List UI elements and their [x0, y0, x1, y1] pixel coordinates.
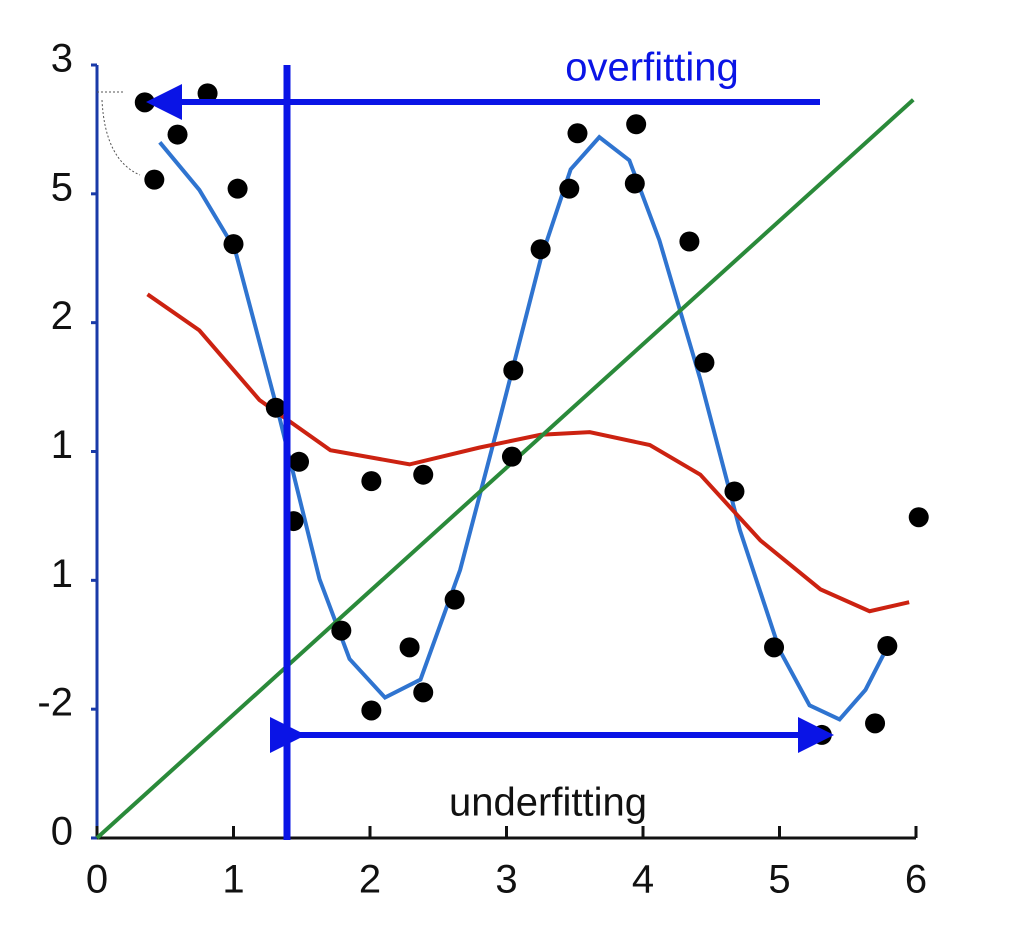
x-tick-label: 5 — [768, 858, 790, 902]
data-point — [501, 446, 522, 467]
data-point — [413, 682, 434, 703]
y-tick-label: 5 — [51, 165, 73, 209]
data-point — [331, 620, 352, 641]
data-point — [361, 471, 382, 492]
data-point — [679, 231, 700, 252]
data-point — [399, 637, 420, 658]
fit-curve — [146, 292, 910, 614]
data-point — [694, 352, 715, 373]
x-tick-label: 3 — [495, 858, 517, 902]
annotation: overfitting — [565, 46, 738, 90]
y-tick-label: 2 — [51, 294, 73, 338]
x-tick-label: 2 — [359, 858, 381, 902]
x-tick-label: 4 — [632, 858, 654, 902]
x-tick-label: 0 — [86, 858, 108, 902]
data-point — [444, 589, 465, 610]
fit-curve — [95, 98, 915, 840]
data-point — [361, 700, 382, 721]
data-point — [530, 239, 551, 260]
y-tick-label: 0 — [51, 810, 73, 854]
sketch-marks — [97, 91, 141, 176]
data-point — [223, 234, 244, 255]
y-tick-label: 1 — [51, 552, 73, 596]
data-point — [197, 83, 218, 104]
data-point — [503, 360, 524, 381]
data-point — [865, 713, 886, 734]
data-point — [626, 114, 647, 135]
data-point — [624, 173, 645, 194]
annotation: underfitting — [449, 781, 647, 825]
x-tick-label: 1 — [222, 858, 244, 902]
data-point — [265, 397, 286, 418]
data-point — [764, 637, 785, 658]
fit-curve — [158, 134, 886, 722]
data-point — [877, 636, 898, 657]
y-tick-label: -2 — [37, 681, 73, 725]
data-point — [413, 464, 434, 485]
data-point — [908, 507, 929, 528]
data-point — [134, 92, 155, 113]
data-point — [167, 124, 188, 145]
data-point — [144, 169, 165, 190]
data-point — [227, 178, 248, 199]
y-tick-label: 1 — [51, 423, 73, 467]
data-point — [289, 451, 310, 472]
x-tick-label: 6 — [905, 858, 927, 902]
data-point — [559, 178, 580, 199]
y-tick-label: 3 — [51, 37, 73, 81]
data-point — [724, 481, 745, 502]
data-point — [567, 123, 588, 144]
